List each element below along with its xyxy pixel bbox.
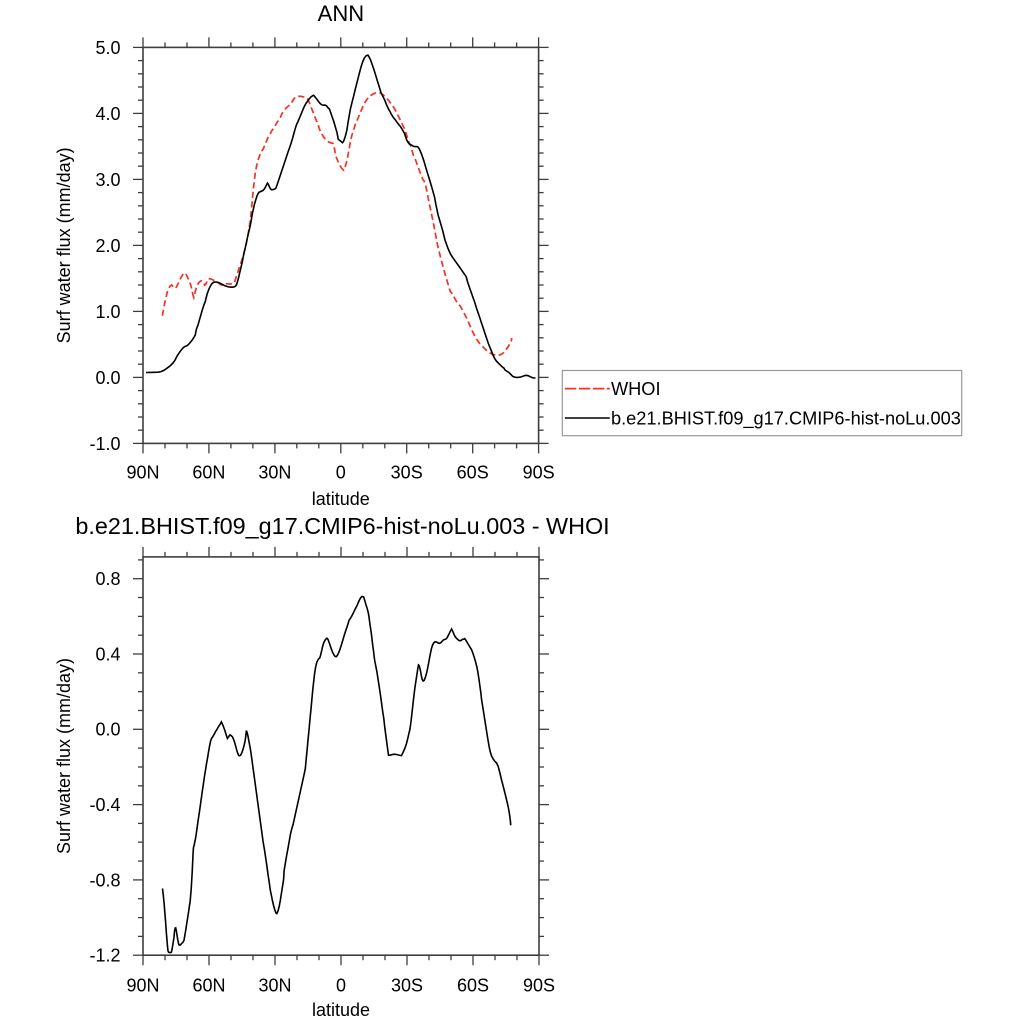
svg-text:60N: 60N — [192, 462, 225, 482]
svg-text:60N: 60N — [192, 976, 225, 996]
svg-text:0: 0 — [336, 462, 346, 482]
svg-text:60S: 60S — [457, 462, 489, 482]
svg-text:Surf water flux (mm/day): Surf water flux (mm/day) — [54, 147, 74, 343]
svg-text:2.0: 2.0 — [95, 236, 120, 256]
svg-text:30S: 30S — [391, 976, 423, 996]
svg-text:Surf water flux (mm/day): Surf water flux (mm/day) — [54, 658, 74, 854]
svg-text:30N: 30N — [258, 976, 291, 996]
svg-text:latitude: latitude — [312, 1000, 370, 1020]
svg-text:0.0: 0.0 — [95, 720, 120, 740]
svg-text:90N: 90N — [126, 976, 159, 996]
svg-text:0.8: 0.8 — [95, 569, 120, 589]
svg-text:60S: 60S — [457, 976, 489, 996]
svg-text:-1.2: -1.2 — [89, 946, 120, 966]
svg-text:3.0: 3.0 — [95, 170, 120, 190]
svg-text:-0.8: -0.8 — [89, 870, 120, 890]
svg-text:WHOI: WHOI — [611, 379, 661, 399]
svg-text:30S: 30S — [391, 462, 423, 482]
svg-text:90S: 90S — [523, 976, 555, 996]
svg-text:ANN: ANN — [318, 1, 364, 26]
svg-text:-1.0: -1.0 — [89, 434, 120, 454]
svg-text:30N: 30N — [258, 462, 291, 482]
svg-text:latitude: latitude — [312, 489, 370, 509]
svg-text:4.0: 4.0 — [95, 104, 120, 124]
svg-text:5.0: 5.0 — [95, 38, 120, 58]
svg-text:0: 0 — [336, 976, 346, 996]
svg-text:b.e21.BHIST.f09_g17.CMIP6-hist: b.e21.BHIST.f09_g17.CMIP6-hist-noLu.003 … — [75, 513, 609, 539]
svg-text:-0.4: -0.4 — [89, 795, 120, 815]
svg-text:90S: 90S — [523, 462, 555, 482]
svg-text:90N: 90N — [126, 462, 159, 482]
svg-text:0.4: 0.4 — [95, 644, 120, 664]
svg-text:0.0: 0.0 — [95, 368, 120, 388]
svg-text:b.e21.BHIST.f09_g17.CMIP6-hist: b.e21.BHIST.f09_g17.CMIP6-hist-noLu.003 — [611, 408, 961, 429]
svg-text:1.0: 1.0 — [95, 302, 120, 322]
